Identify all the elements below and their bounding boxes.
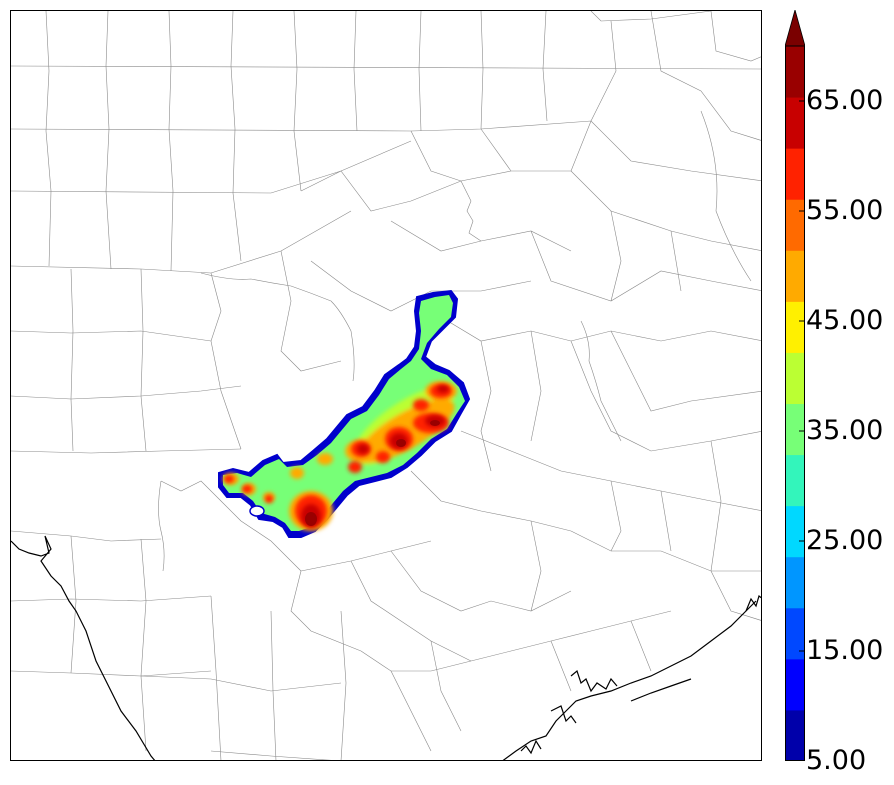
colorbar-segment (785, 46, 805, 98)
colorbar-tick-label: 15.00 (806, 635, 884, 666)
colorbar-segment (785, 403, 805, 456)
colorbar-tick-label: 55.00 (806, 195, 884, 226)
county-map (11, 11, 761, 760)
map-frame (10, 10, 762, 761)
colorbar-tick-label: 65.00 (806, 85, 884, 116)
colorbar-segment (785, 148, 805, 200)
colorbar-segment (785, 658, 805, 711)
contour-level-35 (223, 295, 465, 531)
reflectivity-contours (218, 289, 471, 538)
colorbar-segment (785, 352, 805, 404)
colorbar-segment (785, 97, 805, 149)
colorbar-tick-label: 25.00 (806, 525, 884, 556)
colorbar (785, 10, 805, 761)
colorbar-segment (785, 250, 805, 302)
colorbar-tick-label: 45.00 (806, 305, 884, 336)
colorbar-segment (785, 556, 805, 609)
colorbar-segment (785, 301, 805, 353)
colorbar-tick-label: 5.00 (806, 745, 867, 776)
colorbar-segment (785, 199, 805, 251)
colorbar-segment (785, 607, 805, 660)
colorbar-extend-triangle (785, 10, 805, 47)
county-boundaries (11, 11, 761, 760)
colorbar-tick-label: 35.00 (806, 415, 884, 446)
colorbar-outline (785, 45, 805, 761)
colorbar-segment (785, 505, 805, 558)
colorbar-segment (785, 454, 805, 507)
colorbar-segment (785, 709, 805, 761)
coastline (11, 535, 761, 760)
